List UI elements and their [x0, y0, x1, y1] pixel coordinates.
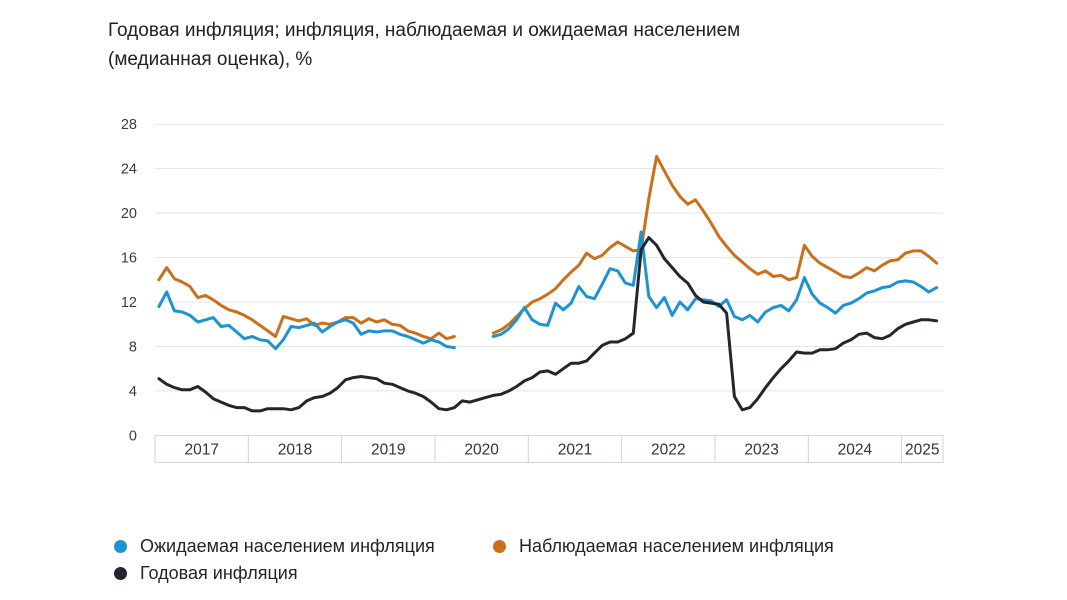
- legend-item-expected-inflation[interactable]: Ожидаемая населением инфляция: [114, 533, 435, 559]
- x-axis-year-2024: 2024: [838, 442, 873, 459]
- legend-item-observed-inflation[interactable]: Наблюдаемая населением инфляция: [493, 533, 834, 559]
- line-annual: [157, 236, 939, 413]
- x-axis-year-2023: 2023: [744, 442, 778, 459]
- x-axis-year-2021: 2021: [558, 442, 592, 459]
- x-axis-year-2022: 2022: [651, 442, 685, 459]
- y-axis-tick-16: 16: [121, 251, 137, 267]
- x-axis-year-2025: 2025: [905, 442, 939, 459]
- x-axis-year-2020: 2020: [464, 442, 499, 459]
- x-axis-year-2017: 2017: [184, 442, 218, 459]
- legend-label-observed: Наблюдаемая населением инфляция: [519, 535, 834, 556]
- x-axis-band-box: [154, 434, 944, 463]
- x-axis-year-2019: 2019: [371, 442, 405, 459]
- legend-dot-expected-icon: [114, 539, 127, 553]
- legend-dot-observed-icon: [493, 539, 506, 553]
- chart-title: Годовая инфляция; инфляция, наблюдаемая …: [108, 16, 740, 74]
- y-axis-tick-20: 20: [121, 206, 137, 222]
- chart-title-line-1: Годовая инфляция; инфляция, наблюдаемая …: [108, 20, 741, 41]
- legend-label-expected: Ожидаемая населением инфляция: [140, 535, 435, 556]
- y-axis-tick-28: 28: [121, 117, 137, 133]
- y-axis-tick-4: 4: [129, 384, 137, 400]
- y-axis-tick-8: 8: [129, 340, 137, 356]
- y-axis-tick-12: 12: [121, 295, 137, 311]
- x-axis-year-2018: 2018: [278, 442, 312, 459]
- y-axis-tick-24: 24: [121, 162, 137, 178]
- legend-item-annual-inflation[interactable]: Годовая инфляция: [114, 560, 298, 586]
- line-observed: [157, 154, 939, 341]
- line-expected: [157, 230, 939, 351]
- chart-title-line-2: (медианная оценка), %: [108, 49, 313, 70]
- y-axis-tick-0: 0: [129, 428, 137, 444]
- legend-dot-annual-icon: [114, 566, 127, 580]
- legend-label-annual: Годовая инфляция: [140, 562, 298, 583]
